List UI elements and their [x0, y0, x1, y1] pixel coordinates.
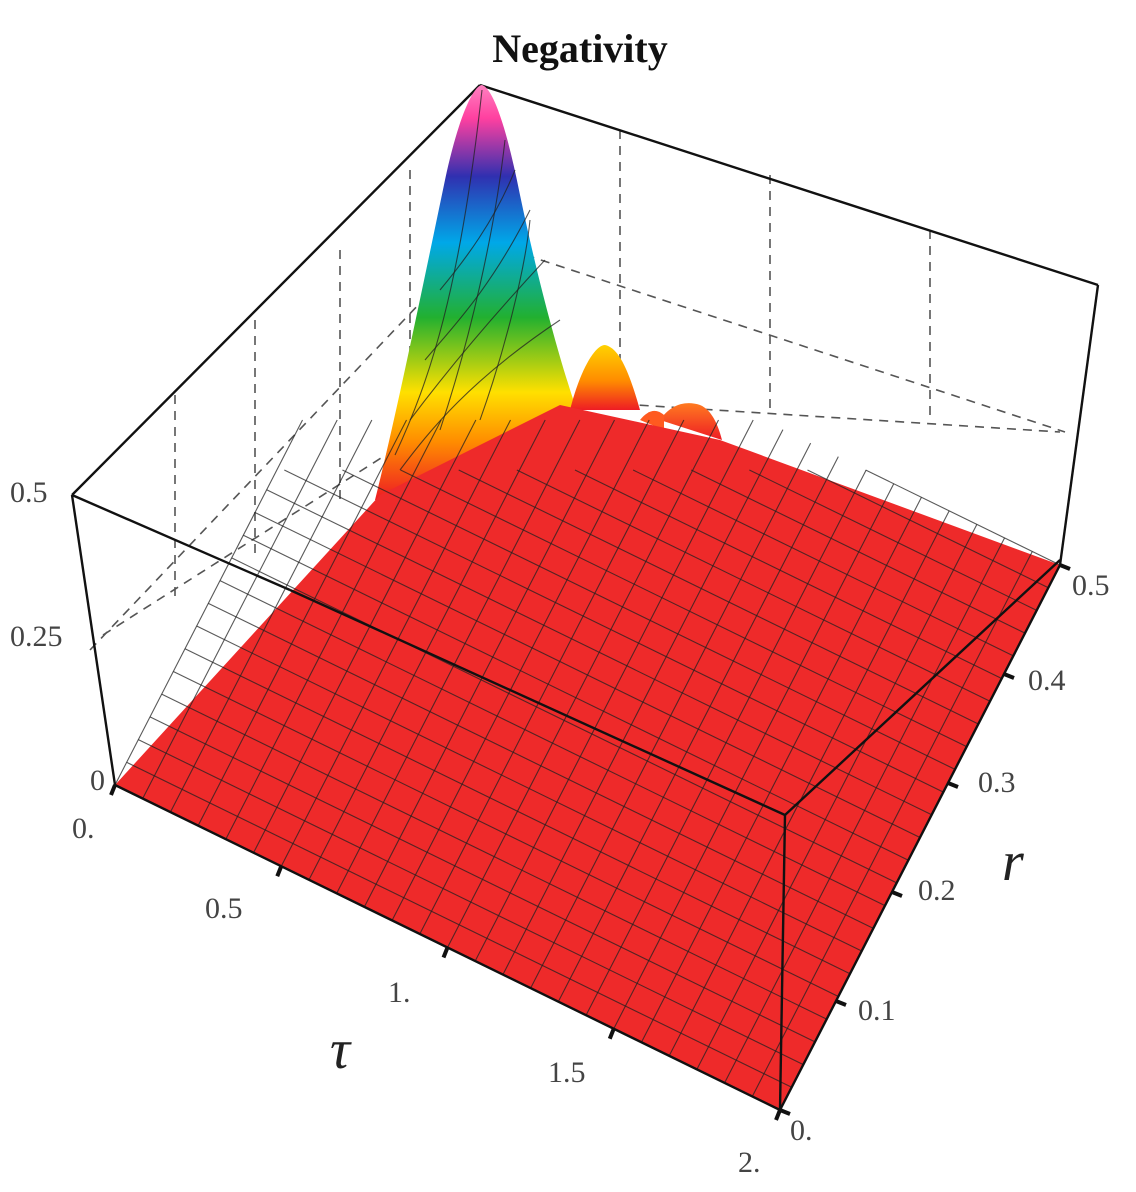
tau-tick-label: 0.5	[205, 892, 243, 925]
r-tick-label: 0.5	[1072, 569, 1110, 602]
peak-mesh-3	[479, 219, 531, 421]
tau-tick-mark	[109, 784, 117, 796]
tau-tick-mark	[607, 1028, 616, 1040]
tau-tick-mark	[441, 946, 450, 959]
grid-dash-i	[479, 239, 1066, 433]
chart-title: Negativity	[492, 26, 668, 71]
tau-tick-label: 1.5	[548, 1056, 586, 1089]
mesh-line-r	[254, 512, 921, 838]
surface-bump-2	[570, 345, 640, 410]
mesh-line-tau	[114, 419, 304, 786]
tau-tick-mark	[774, 1109, 782, 1121]
front-right-vertical	[778, 814, 787, 1111]
tau-tick-label: 2.	[738, 1146, 761, 1179]
mesh-line-tau	[336, 419, 581, 894]
mesh-line-r	[749, 469, 1037, 611]
mesh-line-r	[400, 469, 967, 748]
bounding-box-top	[71, 83, 1100, 566]
top-edge-back	[479, 83, 1099, 287]
front-right-top	[784, 559, 1061, 816]
right-back-vertical	[1058, 284, 1100, 566]
z-tick-label: 0.5	[10, 476, 48, 509]
mesh-line-r	[184, 648, 851, 975]
mesh-line-r	[516, 469, 991, 702]
peak-mesh-1	[394, 89, 483, 456]
mesh-line-r	[807, 469, 1049, 589]
mesh-line-r	[138, 739, 804, 1066]
mesh-line-r	[219, 580, 886, 907]
peak-mesh-7	[439, 169, 516, 291]
r-tick-label: 0.	[790, 1114, 813, 1147]
mesh-line-tau	[308, 419, 546, 881]
r-tick-mark	[1059, 563, 1071, 571]
surface-base-plane	[115, 405, 1060, 1110]
r-axis-label: r	[1002, 831, 1024, 893]
mesh-line-r	[208, 602, 874, 929]
z-tick-label: 0.25	[10, 620, 63, 653]
mesh-line-r	[284, 469, 944, 793]
mesh-line-tau	[253, 419, 477, 853]
r-tick-mark	[835, 999, 847, 1007]
mesh-line-r	[126, 761, 792, 1088]
front-top-line	[289, 588, 786, 817]
peak-mesh-6	[424, 209, 531, 361]
mesh-line-r	[632, 469, 1014, 657]
mesh-line-r	[865, 469, 1061, 566]
grid-dash-h	[89, 239, 481, 651]
mesh-line-tau	[447, 419, 719, 948]
z-axis-ticks: 0.5 0.25 0	[10, 476, 105, 797]
mesh-line-tau	[363, 419, 616, 908]
surface-main-peak	[375, 85, 575, 500]
surface-bump-4	[640, 410, 664, 430]
peak-mesh-2	[439, 139, 506, 431]
r-tick-label: 0.2	[918, 874, 956, 907]
front-top-left	[71, 493, 291, 592]
r-tick-label: 0.4	[1028, 664, 1066, 697]
r-tick-mark	[891, 890, 903, 898]
mesh-line-r	[196, 625, 862, 952]
tau-tick-label: 0.	[72, 812, 95, 845]
r-tick-mark	[947, 781, 959, 789]
r-tick-mark	[779, 1108, 791, 1116]
mesh-line-tau	[474, 419, 754, 962]
mesh-line-r	[342, 469, 956, 770]
mesh-line-r	[149, 716, 816, 1043]
surface-peak-mesh	[394, 89, 561, 471]
r-tick-label: 0.1	[858, 994, 896, 1027]
left-front-vertical	[70, 494, 117, 786]
peak-mesh-5	[409, 259, 546, 421]
z-tick-label: 0	[90, 764, 105, 797]
mesh-line-tau	[197, 419, 408, 826]
mesh-line-r	[161, 693, 827, 1020]
tick-marks	[109, 563, 1071, 1121]
surface-bump-3	[660, 403, 722, 440]
r-axis-ticks: 0. 0.1 0.2 0.3 0.4 0.5	[790, 569, 1110, 1147]
r-tick-mark	[1003, 672, 1015, 680]
mesh-line-tau	[419, 419, 685, 935]
mesh-line-tau	[280, 419, 512, 867]
r-tick-label: 0.3	[978, 766, 1016, 799]
tau-axis-ticks: 0. 0.5 1. 1.5 2.	[72, 812, 761, 1179]
top-edge-left	[71, 84, 481, 496]
mesh-line-tau	[142, 419, 338, 799]
tau-axis-label: τ	[330, 1019, 352, 1081]
mesh-line-r	[574, 469, 1002, 680]
mesh-line-r	[173, 670, 839, 997]
mesh-line-tau	[169, 419, 373, 813]
mesh-line-r	[243, 534, 909, 861]
right-bottom-edge	[778, 564, 1062, 1111]
mesh-line-tau	[225, 419, 442, 840]
peak-mesh-4	[399, 319, 561, 471]
mesh-line-r	[690, 469, 1026, 634]
tau-tick-mark	[275, 865, 284, 877]
tau-tick-label: 1.	[388, 976, 411, 1009]
mesh-line-r	[266, 489, 932, 816]
mesh-line-r	[458, 469, 979, 725]
